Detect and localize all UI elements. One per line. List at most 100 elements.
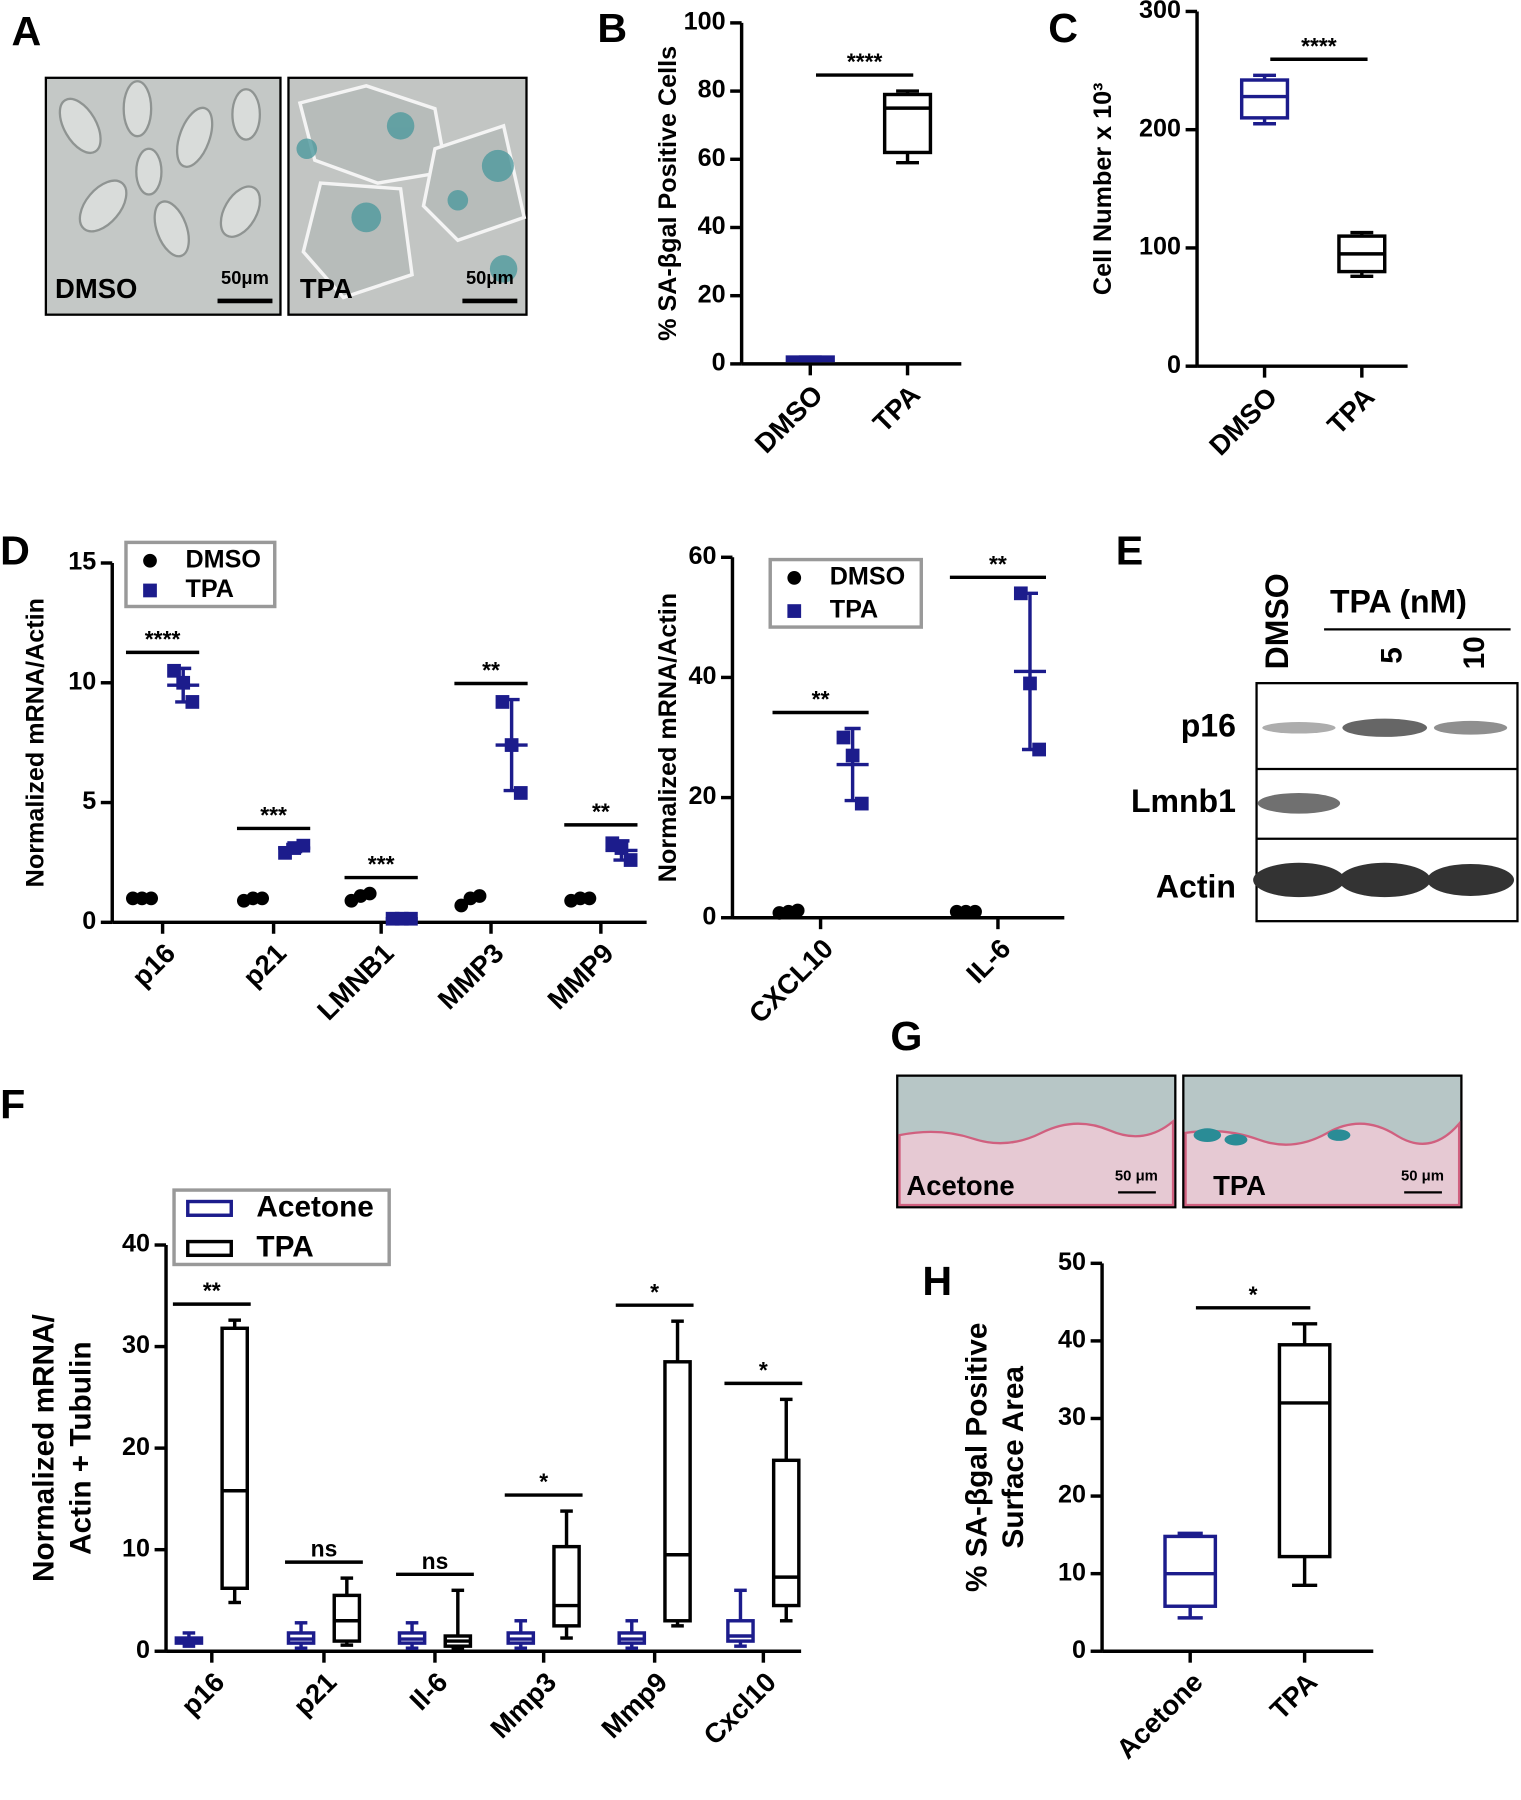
y-tick-label: 0 (712, 349, 726, 377)
y-axis-label: Surface Area (997, 1366, 1030, 1549)
box (286, 1621, 316, 1650)
x-tick-label: Acetone (1110, 1666, 1209, 1765)
box (1239, 73, 1290, 126)
y-axis-label: % SA-βgal Positive (960, 1323, 993, 1592)
box (1337, 230, 1387, 279)
box (771, 1397, 801, 1623)
point (167, 663, 181, 678)
legend-label: Acetone (256, 1190, 373, 1223)
y-axis-label: % SA-βgal Positive Cells (654, 46, 682, 341)
y-tick-label: 60 (688, 542, 716, 570)
x-tick-label: p21 (287, 1666, 342, 1721)
box-body (663, 1360, 692, 1623)
y-tick-label: 0 (82, 907, 96, 935)
y-tick-label: 20 (122, 1433, 150, 1461)
y-tick-label: 100 (684, 8, 726, 36)
panel-label: H (922, 1258, 952, 1304)
legend-label: DMSO (185, 545, 260, 573)
dose-label: 5 (1376, 647, 1409, 664)
x-tick-label: CXCL10 (743, 933, 839, 1029)
legend-label: TPA (256, 1230, 313, 1263)
box (1277, 1322, 1332, 1588)
box (726, 1588, 755, 1648)
significance-label: ns (311, 1536, 338, 1562)
point (495, 695, 510, 709)
micrograph-a: DMSO 50μm TPA 50μm (44, 76, 528, 316)
significance-label: **** (145, 626, 181, 652)
significance-label: **** (847, 49, 883, 75)
box-body (552, 1544, 581, 1628)
box (617, 1619, 647, 1650)
point (1032, 742, 1047, 757)
significance-label: * (759, 1357, 768, 1383)
scale-label: 50μm (221, 267, 269, 288)
box (506, 1619, 536, 1650)
legend-marker (186, 1239, 233, 1258)
y-tick-label: 200 (1139, 114, 1181, 142)
box-body (1239, 78, 1290, 120)
x-tick-label: TPA (867, 379, 926, 438)
y-tick-label: 20 (1058, 1481, 1086, 1509)
point (255, 891, 270, 906)
panel-label: F (0, 1082, 25, 1128)
box (1163, 1531, 1218, 1620)
x-tick-label: Mmp9 (595, 1666, 673, 1744)
y-tick-label: 40 (1058, 1326, 1086, 1354)
box (443, 1588, 473, 1651)
point (144, 891, 159, 906)
panel-label: C (1048, 5, 1078, 51)
box-body (882, 92, 933, 155)
panel-label: A (12, 8, 42, 54)
point (582, 891, 597, 906)
y-tick-label: 10 (1058, 1558, 1086, 1586)
row-label: Actin (1156, 869, 1236, 905)
point (362, 886, 377, 901)
panel-label: E (1116, 528, 1143, 574)
box (663, 1319, 692, 1628)
x-tick-label: MMP3 (432, 937, 510, 1015)
y-tick-label: 15 (68, 548, 96, 576)
row-label: Lmnb1 (1131, 783, 1236, 819)
x-tick-label: DMSO (1203, 381, 1283, 461)
significance-label: *** (368, 851, 395, 877)
x-tick-label: Il-6 (403, 1666, 453, 1716)
legend-marker (143, 553, 157, 568)
significance-label: ** (203, 1278, 221, 1304)
x-tick-label: p16 (126, 937, 181, 992)
significance-label: ns (422, 1548, 449, 1574)
y-tick-label: 50 (1058, 1248, 1086, 1276)
significance-label: * (650, 1279, 659, 1305)
image-label: DMSO (55, 273, 137, 304)
scale-label: 50 μm (1401, 1168, 1444, 1184)
box-body (726, 1619, 755, 1643)
point (185, 695, 200, 709)
lane-label: DMSO (1259, 573, 1295, 669)
x-tick-label: p21 (237, 937, 292, 992)
point (472, 889, 487, 903)
legend-label: TPA (185, 575, 233, 603)
y-tick-label: 60 (698, 144, 726, 172)
significance-label: ** (812, 686, 830, 712)
box-body (220, 1326, 249, 1590)
box (332, 1576, 362, 1647)
image-label: Acetone (906, 1170, 1014, 1201)
y-tick-label: 0 (1072, 1636, 1086, 1664)
y-tick-label: 0 (136, 1636, 150, 1664)
x-tick-label: p16 (175, 1666, 230, 1721)
panel-label: G (890, 1013, 922, 1059)
point (513, 786, 528, 800)
box (785, 355, 835, 363)
y-tick-label: 0 (1167, 351, 1181, 379)
scale-label: 50 μm (1115, 1168, 1158, 1184)
y-axis-label: Actin + Tubulin (64, 1341, 97, 1554)
y-tick-label: 40 (122, 1230, 150, 1258)
point (968, 904, 982, 919)
significance-label: ** (989, 551, 1007, 577)
panel-label: B (597, 5, 627, 51)
significance-label: ** (482, 657, 500, 683)
box (397, 1621, 427, 1650)
point (790, 903, 805, 918)
point (854, 796, 869, 811)
x-tick-label: DMSO (749, 379, 829, 459)
